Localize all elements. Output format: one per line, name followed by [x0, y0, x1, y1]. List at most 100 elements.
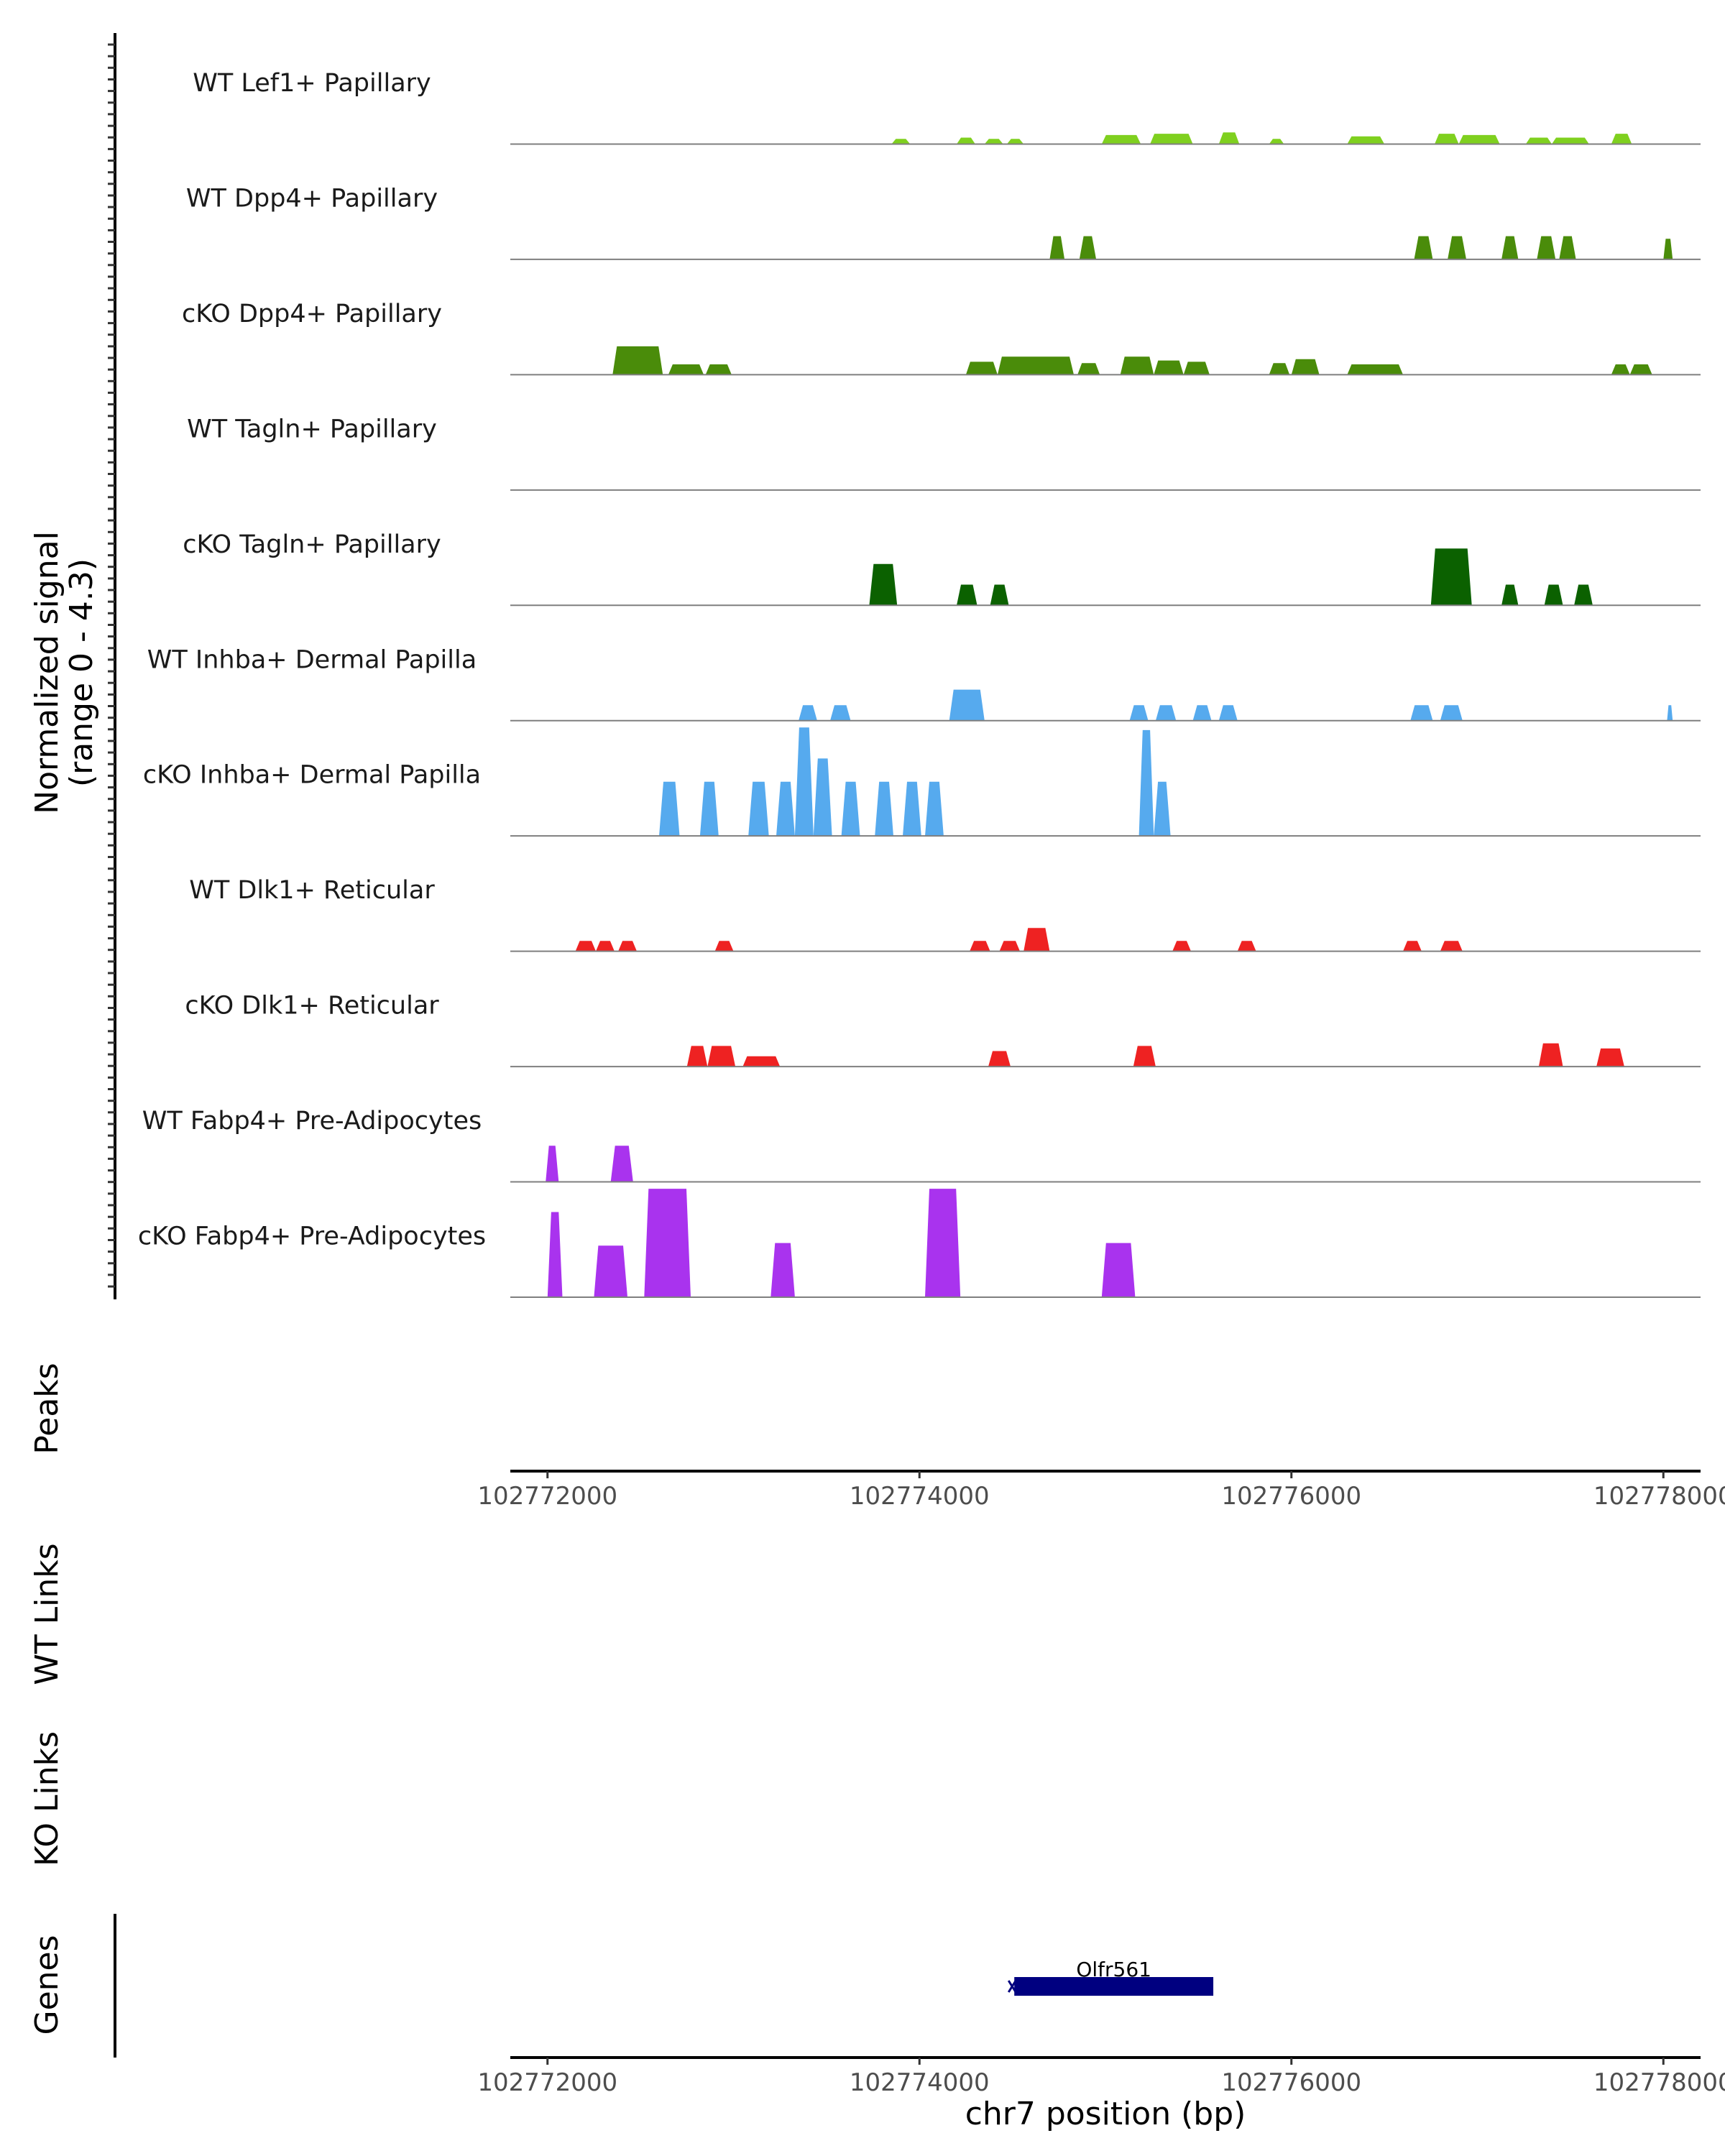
- track-label: WT Fabp4+ Pre-Adipocytes: [142, 1107, 482, 1135]
- signal-peak: [1154, 360, 1184, 375]
- peaks-x-axis-ticks: 102772000 102774000 102776000 102778000: [477, 1471, 1725, 1511]
- x-axis-title: chr7 position (bp): [965, 2096, 1246, 2132]
- signal-peak: [799, 705, 817, 721]
- signal-peak: [869, 563, 898, 606]
- x-tick-label: 102772000: [477, 2068, 617, 2097]
- x-tick-label: 102772000: [477, 1482, 617, 1511]
- signal-y-axis: [108, 33, 116, 1299]
- signal-peak: [1138, 729, 1154, 837]
- signal-peak: [1218, 132, 1240, 144]
- track-11: cKO Fabp4+ Pre-Adipocytes: [138, 1189, 1701, 1298]
- x-tick-label: 102778000: [1593, 1482, 1725, 1511]
- signal-peak: [686, 1046, 708, 1067]
- track-10: WT Fabp4+ Pre-Adipocytes: [142, 1107, 1701, 1183]
- signal-peak: [1501, 584, 1519, 606]
- track-7: cKO Inhba+ Dermal Papilla: [143, 727, 1701, 837]
- signal-peak: [925, 781, 944, 837]
- signal-peak: [1120, 356, 1154, 375]
- signal-peak: [999, 941, 1020, 952]
- signal-peak: [1403, 941, 1422, 952]
- strand-arrow-icon: [1007, 1980, 1017, 1993]
- signal-peak: [1435, 134, 1459, 144]
- signal-peak: [594, 1245, 627, 1297]
- signal-peak: [1237, 941, 1256, 952]
- signal-peak: [1049, 236, 1065, 259]
- signal-peak: [830, 705, 851, 721]
- signal-peak: [707, 1046, 736, 1067]
- coverage-tracks: WT Lef1+ Papillary WT Dpp4+ Papillary cKO …: [138, 69, 1701, 1298]
- signal-peak: [1133, 1046, 1156, 1067]
- signal-peak: [1347, 136, 1385, 144]
- signal-peak: [770, 1243, 795, 1297]
- signal-peak: [1458, 134, 1500, 144]
- track-9: cKO Dlk1+ Reticular: [185, 992, 1701, 1068]
- gene-body: [1014, 1977, 1214, 1996]
- signal-peak: [699, 781, 719, 837]
- signal-peak: [903, 781, 921, 837]
- track-3: cKO Dpp4+ Papillary: [182, 300, 1701, 376]
- track-label: cKO Dpp4+ Papillary: [182, 300, 442, 328]
- genes-x-axis-ticks: 102772000 102774000 102776000 102778000: [477, 2058, 1725, 2097]
- signal-peak: [957, 137, 975, 144]
- signal-peak: [970, 941, 990, 952]
- signal-peak: [1077, 363, 1100, 375]
- signal-peak: [1501, 236, 1519, 259]
- x-tick-label: 102776000: [1221, 1482, 1361, 1511]
- signal-peak: [1079, 236, 1097, 259]
- signal-peak: [1101, 134, 1141, 144]
- signal-peak: [575, 941, 596, 952]
- signal-peak: [1552, 137, 1589, 144]
- track-label: cKO Tagln+ Papillary: [183, 530, 441, 559]
- signal-peak: [965, 361, 998, 375]
- peaks-panel-label: Peaks: [29, 1363, 65, 1454]
- signal-peak: [1269, 363, 1290, 375]
- track-label: cKO Dlk1+ Reticular: [185, 992, 439, 1021]
- signal-peak: [1440, 941, 1463, 952]
- track-label: cKO Inhba+ Dermal Papilla: [143, 761, 481, 790]
- track-label: WT Tagln+ Papillary: [187, 415, 437, 443]
- track-1: WT Lef1+ Papillary: [193, 69, 1701, 145]
- signal-peak: [1101, 1243, 1136, 1297]
- x-tick-label: 102778000: [1593, 2068, 1725, 2097]
- ko-links-panel-label: KO Links: [29, 1731, 65, 1866]
- signal-peak: [1525, 137, 1552, 144]
- signal-peak: [1150, 134, 1193, 144]
- signal-peak: [748, 781, 769, 837]
- signal-peak: [841, 781, 860, 837]
- track-4: WT Tagln+ Papillary: [187, 415, 1701, 491]
- signal-peak: [610, 1146, 633, 1182]
- signal-peak: [1155, 705, 1177, 721]
- signal-peak: [988, 1051, 1011, 1067]
- gene-track: Olfr561: [1007, 1958, 1214, 1996]
- signal-peak: [612, 346, 663, 375]
- signal-peak: [1448, 236, 1466, 259]
- track-label: WT Lef1+ Papillary: [193, 69, 431, 98]
- x-tick-label: 102774000: [850, 2068, 990, 2097]
- signal-peak: [1410, 705, 1433, 721]
- signal-peak: [1430, 548, 1472, 606]
- signal-peak: [1544, 584, 1563, 606]
- signal-peak: [1663, 239, 1673, 259]
- track-label: WT Dpp4+ Papillary: [186, 184, 438, 213]
- track-2: WT Dpp4+ Papillary: [186, 184, 1701, 260]
- signal-peak: [618, 941, 637, 952]
- signal-peak: [714, 941, 734, 952]
- signal-peak: [1611, 134, 1632, 144]
- signal-peak: [990, 584, 1009, 606]
- signal-peak: [997, 356, 1074, 375]
- y-axis-range-label: (range 0 - 4.3): [63, 558, 100, 787]
- signal-peak: [1006, 139, 1024, 144]
- signal-peak: [546, 1146, 559, 1182]
- signal-peak: [1537, 236, 1556, 259]
- signal-peak: [1574, 584, 1593, 606]
- signal-peak: [1667, 705, 1673, 721]
- signal-peak: [705, 364, 732, 375]
- signal-peak: [547, 1212, 563, 1297]
- x-tick-label: 102776000: [1221, 2068, 1361, 2097]
- signal-peak: [1154, 781, 1171, 837]
- signal-peak: [1183, 361, 1210, 375]
- signal-peak: [596, 941, 615, 952]
- signal-peak: [1629, 364, 1652, 375]
- x-tick-label: 102774000: [850, 1482, 990, 1511]
- signal-peak: [1440, 705, 1463, 721]
